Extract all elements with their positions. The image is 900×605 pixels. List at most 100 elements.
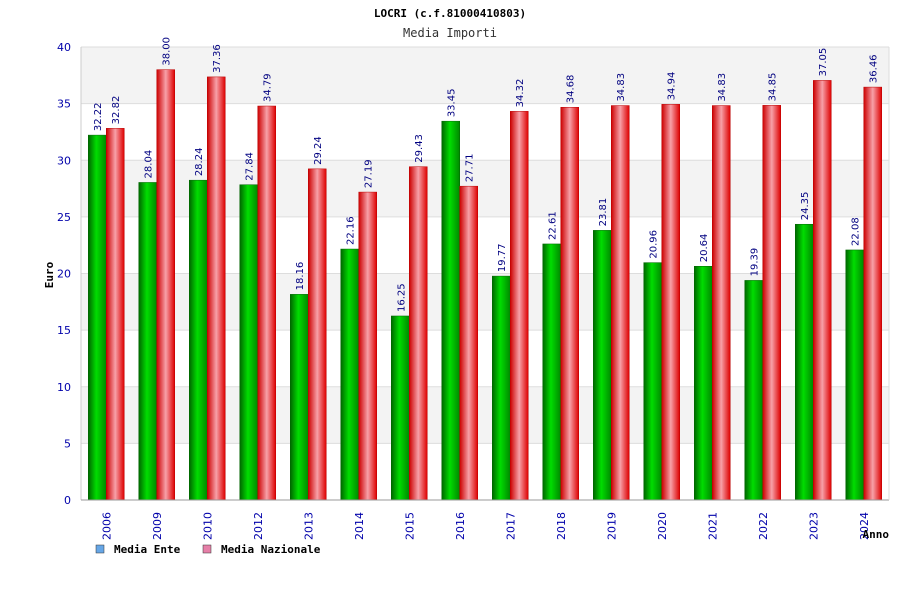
bar-media-ente xyxy=(694,266,713,501)
bar-value-label: 32.22 xyxy=(93,102,104,131)
bar-value-label: 28.24 xyxy=(194,148,205,177)
x-tick-label: 2013 xyxy=(302,512,315,540)
bar-value-label: 24.35 xyxy=(800,192,811,221)
bar-value-label: 34.94 xyxy=(667,72,678,101)
bar-value-label: 34.68 xyxy=(566,75,577,104)
bar-media-nazionale xyxy=(409,166,428,501)
y-tick-label: 30 xyxy=(57,154,71,167)
x-tick-label: 2014 xyxy=(353,512,366,540)
legend-swatch-nazionale xyxy=(202,544,212,554)
bar-media-nazionale xyxy=(257,105,276,501)
bar-value-label: 34.32 xyxy=(515,79,526,108)
x-tick-label: 2024 xyxy=(858,512,871,540)
x-axis-label: Anno xyxy=(863,528,890,541)
bar-value-label: 20.64 xyxy=(699,234,710,263)
chart-subtitle: Media Importi xyxy=(403,26,497,40)
bar-value-label: 36.46 xyxy=(869,54,880,83)
bar-media-nazionale xyxy=(560,106,579,501)
y-tick-label: 20 xyxy=(57,268,71,281)
x-tick-label: 2016 xyxy=(454,512,467,540)
bar-media-ente xyxy=(542,243,561,501)
bar-value-label: 29.43 xyxy=(414,134,425,163)
bar-value-label: 22.08 xyxy=(851,217,862,246)
bar-value-label: 38.00 xyxy=(162,37,173,66)
bar-value-label: 28.04 xyxy=(144,150,155,179)
bar-media-nazionale xyxy=(459,185,478,501)
bar-value-label: 22.61 xyxy=(548,211,559,240)
bar-media-ente xyxy=(340,248,359,501)
bar-media-nazionale xyxy=(863,86,882,501)
bar-value-label: 37.05 xyxy=(818,48,829,77)
x-tick-label: 2018 xyxy=(555,512,568,540)
bar-media-ente xyxy=(441,120,460,501)
y-tick-label: 0 xyxy=(64,494,71,507)
bar-media-ente xyxy=(593,230,612,501)
y-tick-label: 25 xyxy=(57,211,71,224)
bar-media-nazionale xyxy=(712,105,731,501)
bar-value-label: 33.45 xyxy=(447,89,458,118)
bar-value-label: 16.25 xyxy=(396,283,407,312)
bar-value-label: 27.71 xyxy=(465,154,476,183)
x-tick-label: 2012 xyxy=(252,512,265,540)
legend-label-ente: Media Ente xyxy=(114,543,181,556)
y-tick-label: 10 xyxy=(57,381,71,394)
bar-media-nazionale xyxy=(207,76,226,501)
x-tick-label: 2006 xyxy=(100,512,113,540)
bar-media-nazionale xyxy=(156,69,175,501)
bar-media-ente xyxy=(643,262,662,501)
legend: Media Ente Media Nazionale xyxy=(95,543,321,556)
bar-value-label: 34.79 xyxy=(263,73,274,102)
bar-value-label: 18.16 xyxy=(295,262,306,291)
x-tick-label: 2020 xyxy=(656,512,669,540)
legend-label-nazionale: Media Nazionale xyxy=(221,543,321,556)
bar-value-label: 22.16 xyxy=(346,216,357,245)
bar-value-label: 27.19 xyxy=(364,159,375,188)
bar-value-label: 20.96 xyxy=(649,230,660,259)
bar-media-ente xyxy=(845,249,864,501)
bar-value-label: 19.77 xyxy=(497,243,508,272)
x-tick-label: 2010 xyxy=(201,512,214,540)
bar-value-label: 32.82 xyxy=(111,96,122,125)
bar-value-label: 34.83 xyxy=(616,73,627,102)
bar-media-nazionale xyxy=(762,105,781,501)
bar-media-nazionale xyxy=(308,168,327,501)
bar-media-ente xyxy=(744,280,763,501)
bar-media-nazionale xyxy=(813,80,832,501)
y-tick-label: 35 xyxy=(57,98,71,111)
bar-media-ente xyxy=(391,315,410,501)
x-tick-label: 2022 xyxy=(757,512,770,540)
y-axis-label: Euro xyxy=(43,261,56,288)
bar-media-nazionale xyxy=(510,111,529,501)
bar-media-ente xyxy=(189,179,208,501)
bar-media-ente xyxy=(239,184,258,501)
x-tick-label: 2017 xyxy=(504,512,517,540)
bar-media-ente xyxy=(290,294,309,501)
y-axis: 0 5 10 15 20 25 30 35 40 xyxy=(57,41,82,507)
bar-media-nazionale xyxy=(661,104,680,501)
bar-value-label: 29.24 xyxy=(313,136,324,165)
x-tick-label: 2009 xyxy=(151,512,164,540)
bar-value-label: 34.85 xyxy=(768,73,779,102)
y-tick-label: 15 xyxy=(57,324,71,337)
legend-swatch-ente xyxy=(95,544,105,554)
x-axis: 2006 2009 2010 2012 2013 2014 2015 2016 2017 2018… xyxy=(81,47,890,540)
y-tick-label: 5 xyxy=(64,437,71,450)
bars-group xyxy=(88,69,882,501)
bar-value-label: 34.83 xyxy=(717,73,728,102)
bar-value-label: 23.81 xyxy=(598,198,609,227)
chart-title: LOCRI (c.f.81000410803) xyxy=(374,7,526,20)
bar-media-ente xyxy=(492,275,511,501)
bar-value-label: 19.39 xyxy=(750,248,761,277)
x-tick-label: 2023 xyxy=(807,512,820,540)
x-tick-label: 2015 xyxy=(403,512,416,540)
y-tick-label: 40 xyxy=(57,41,71,54)
bar-media-nazionale xyxy=(611,105,630,501)
bar-media-ente xyxy=(138,182,157,501)
bar-media-ente xyxy=(795,223,814,501)
bar-media-nazionale xyxy=(106,128,125,501)
value-labels-group: 32.22 32.82 28.04 38.00 28.24 37.36 27.84 34.79… xyxy=(93,37,880,312)
bar-media-nazionale xyxy=(358,191,377,501)
bar-value-label: 37.36 xyxy=(212,44,223,73)
